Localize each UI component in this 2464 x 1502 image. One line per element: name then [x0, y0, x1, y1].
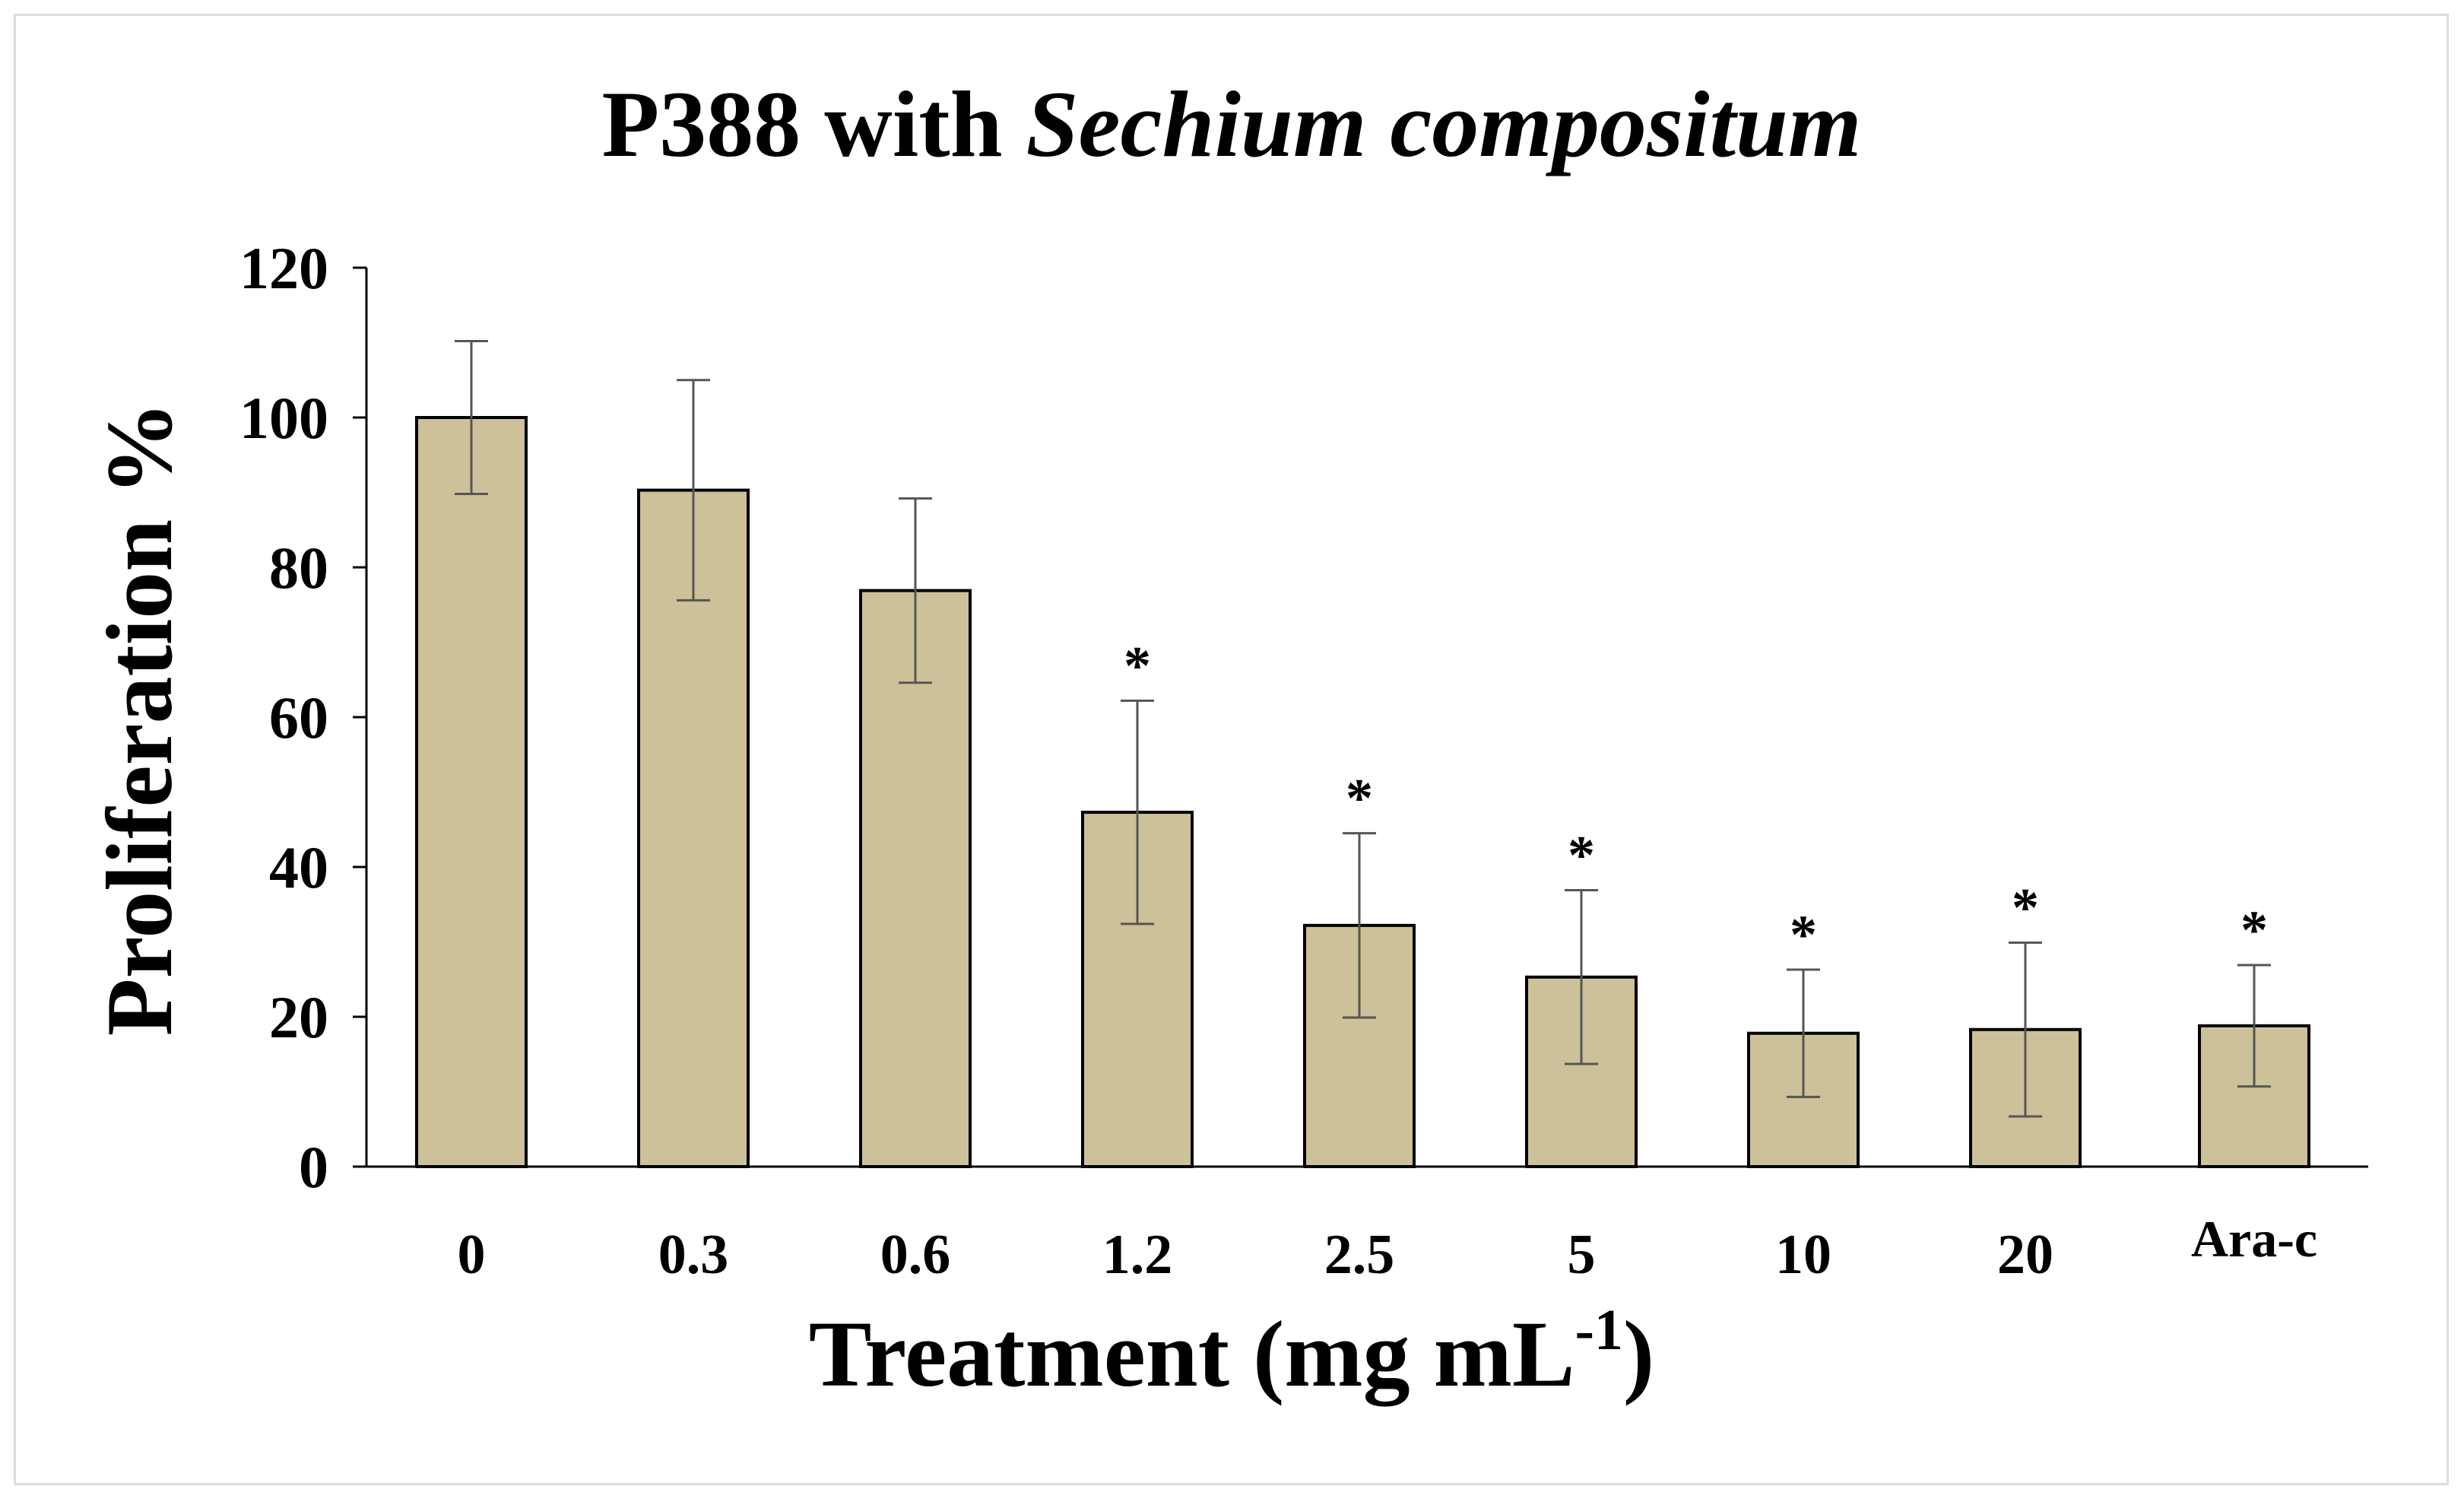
x-axis-label: Treatment (mg mL-1)	[809, 1298, 1654, 1407]
bar	[415, 416, 528, 1168]
x-tick-label: 10	[1775, 1224, 1831, 1286]
bar	[1303, 923, 1416, 1168]
y-axis: 0 20 40 60 80 100 120	[239, 235, 368, 1200]
x-tick-label: Ara-c	[2191, 1210, 2317, 1268]
x-axis-label-superscript: -1	[1575, 1298, 1623, 1362]
x-tick-label: 5	[1568, 1224, 1596, 1286]
y-tick-label: 100	[239, 385, 328, 451]
x-tick-label: 20	[1997, 1224, 2053, 1286]
chart-title-prefix: P388 with	[602, 72, 1026, 176]
x-tick-label: 0.6	[880, 1224, 951, 1286]
x-tick-label: 0	[458, 1224, 486, 1286]
significance-marker: *	[1790, 904, 1817, 965]
significance-marker: *	[1124, 635, 1151, 696]
y-tick-label: 40	[269, 834, 328, 900]
significance-marker: *	[2240, 900, 2268, 961]
chart-title-italic: Sechium compositum	[1026, 72, 1862, 176]
y-tick-label: 20	[269, 984, 328, 1050]
chart-title: P388 with Sechium compositum	[602, 72, 1862, 176]
bars-group: * * * * * *	[415, 340, 2310, 1169]
x-tick-label: 2.5	[1324, 1224, 1395, 1286]
x-tick-label: 0.3	[658, 1224, 729, 1286]
y-axis-label: Proliferation %	[87, 402, 192, 1037]
x-axis-label-main: Treatment (mg mL	[809, 1302, 1575, 1407]
significance-marker: *	[2012, 877, 2039, 938]
significance-marker: *	[1568, 825, 1595, 886]
y-tick-label: 80	[269, 535, 328, 601]
bar	[859, 589, 972, 1168]
x-axis: 0 0.3 0.6 1.2 2.5 5 10 20 Ara-c	[366, 1165, 2368, 1286]
y-tick-label: 60	[269, 684, 328, 751]
x-axis-label-close: )	[1623, 1302, 1654, 1406]
y-tick-label: 120	[239, 235, 328, 301]
significance-marker: *	[1346, 768, 1373, 829]
y-tick-label: 0	[299, 1134, 328, 1200]
bar	[637, 488, 750, 1168]
x-tick-label: 1.2	[1102, 1224, 1173, 1286]
